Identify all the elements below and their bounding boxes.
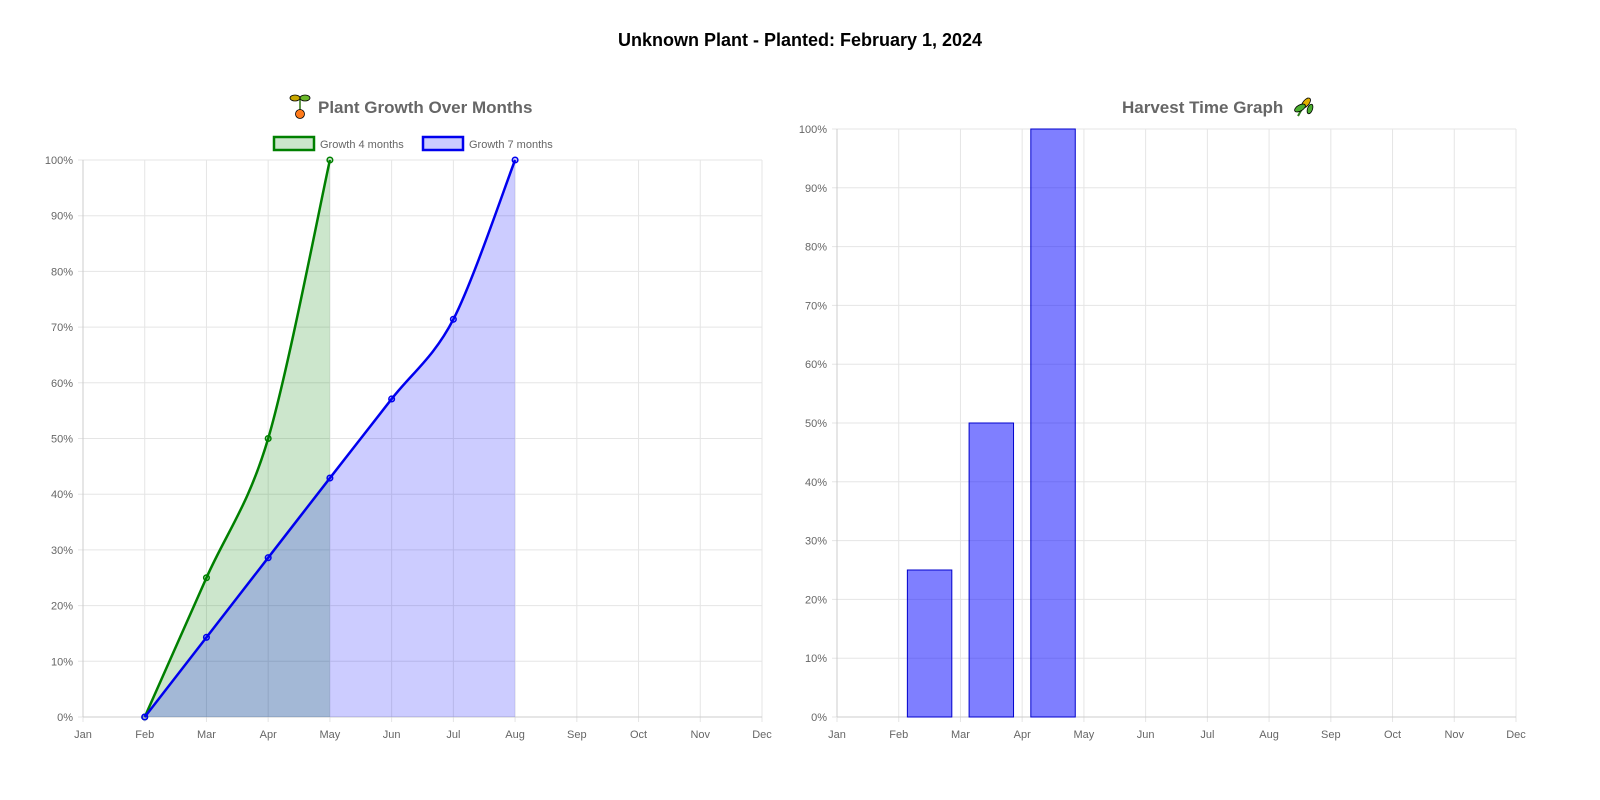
gridlines (832, 128, 1517, 722)
x-tick-label: Jun (1137, 729, 1155, 741)
y-tick-label: 100% (799, 124, 827, 136)
series-growth-7-months (141, 156, 519, 721)
x-tick-label: May (320, 729, 341, 741)
x-tick-label: Mar (197, 729, 216, 741)
legend-swatch-growth-4-months (272, 135, 316, 152)
y-tick-label: 20% (805, 594, 827, 606)
y-tick-label: 90% (805, 183, 827, 195)
y-tick-label: 40% (805, 477, 827, 489)
y-tick-label: 0% (811, 712, 827, 724)
x-tick-label: Mar (951, 729, 970, 741)
growth-plot-area: Jan Feb Mar Apr May Jun Jul Aug Sep Oct Nov Dec 0% 10… (45, 155, 772, 741)
line-growth-7-months (143, 159, 517, 718)
y-tick-label: 90% (51, 211, 73, 223)
x-tick-label: Dec (752, 729, 772, 741)
y-tick-label: 70% (51, 322, 73, 334)
data-point[interactable] (388, 395, 396, 403)
growth-chart-header: Plant Growth Over Months (289, 94, 532, 119)
area-fill-growth-4-months (144, 160, 330, 717)
harvest-chart: Harvest Time Graph Jan Feb Mar Apr May Jun Jul… (799, 97, 1526, 741)
data-point[interactable] (511, 156, 519, 164)
y-tick-label: 40% (51, 489, 73, 501)
y-tick-label: 0% (57, 712, 73, 724)
x-tick-label: Sep (1321, 729, 1341, 741)
x-tick-label: May (1074, 729, 1095, 741)
legend-item-growth-7-months[interactable]: Growth 7 months (421, 135, 553, 152)
x-tick-label: Nov (1444, 729, 1464, 741)
harvest-icon (1294, 97, 1314, 117)
growth-chart: Plant Growth Over Months Growth 4 months… (45, 94, 772, 741)
data-point[interactable] (326, 474, 334, 482)
x-tick-label: Feb (889, 729, 908, 741)
x-tick-label: Nov (690, 729, 710, 741)
y-tick-label: 60% (51, 378, 73, 390)
x-tick-label: Sep (567, 729, 587, 741)
y-tick-label: 80% (805, 242, 827, 254)
bar-apr[interactable] (968, 422, 1015, 718)
area-fill-growth-7-months (144, 160, 516, 717)
y-tick-label: 60% (805, 359, 827, 371)
x-tick-label: Aug (505, 729, 525, 741)
y-tick-label: 30% (51, 545, 73, 557)
sprout-icon (289, 94, 311, 119)
x-tick-label: Oct (1384, 729, 1401, 741)
growth-chart-title: Plant Growth Over Months (318, 98, 532, 117)
data-point[interactable] (449, 315, 457, 323)
legend-item-growth-4-months[interactable]: Growth 4 months (272, 135, 404, 152)
x-tick-label: Dec (1506, 729, 1526, 741)
x-tick-label: Apr (1014, 729, 1031, 741)
y-tick-label: 50% (805, 418, 827, 430)
x-tick-label: Apr (260, 729, 277, 741)
data-point[interactable] (141, 713, 149, 721)
data-point[interactable] (202, 574, 211, 582)
harvest-chart-header: Harvest Time Graph (1122, 97, 1314, 117)
harvest-plot-area: Jan Feb Mar Apr May Jun Jul Aug Sep Oct Nov Dec 0% 10… (799, 124, 1526, 741)
x-tick-label: Jun (383, 729, 401, 741)
x-tick-label: Oct (630, 729, 647, 741)
x-tick-label: Jul (446, 729, 460, 741)
x-tick-label: Jan (74, 729, 92, 741)
legend-swatch-growth-7-months (421, 135, 465, 152)
data-point[interactable] (326, 156, 334, 164)
data-point[interactable] (202, 633, 211, 641)
growth-legend: Growth 4 months Growth 7 months (272, 135, 553, 152)
y-tick-label: 20% (51, 601, 73, 613)
y-tick-label: 80% (51, 266, 73, 278)
bar-mar[interactable] (906, 569, 953, 718)
x-tick-label: Jan (828, 729, 846, 741)
page-title: Unknown Plant - Planted: February 1, 202… (617, 30, 983, 50)
bars (906, 128, 1076, 718)
x-tick-label: Aug (1259, 729, 1279, 741)
legend-label-growth-4-months: Growth 4 months (320, 139, 404, 151)
line-growth-4-months (143, 159, 332, 718)
y-tick-label: 10% (805, 653, 827, 665)
y-tick-label: 70% (805, 300, 827, 312)
data-point[interactable] (264, 554, 272, 562)
y-tick-label: 30% (805, 536, 827, 548)
bar-may[interactable] (1030, 128, 1076, 718)
harvest-chart-title: Harvest Time Graph (1122, 98, 1283, 117)
data-point[interactable] (264, 434, 272, 443)
legend-label-growth-7-months: Growth 7 months (469, 139, 553, 151)
y-tick-label: 100% (45, 155, 73, 167)
x-tick-label: Feb (135, 729, 154, 741)
y-tick-label: 50% (51, 434, 73, 446)
y-tick-label: 10% (51, 656, 73, 668)
x-tick-label: Jul (1200, 729, 1214, 741)
